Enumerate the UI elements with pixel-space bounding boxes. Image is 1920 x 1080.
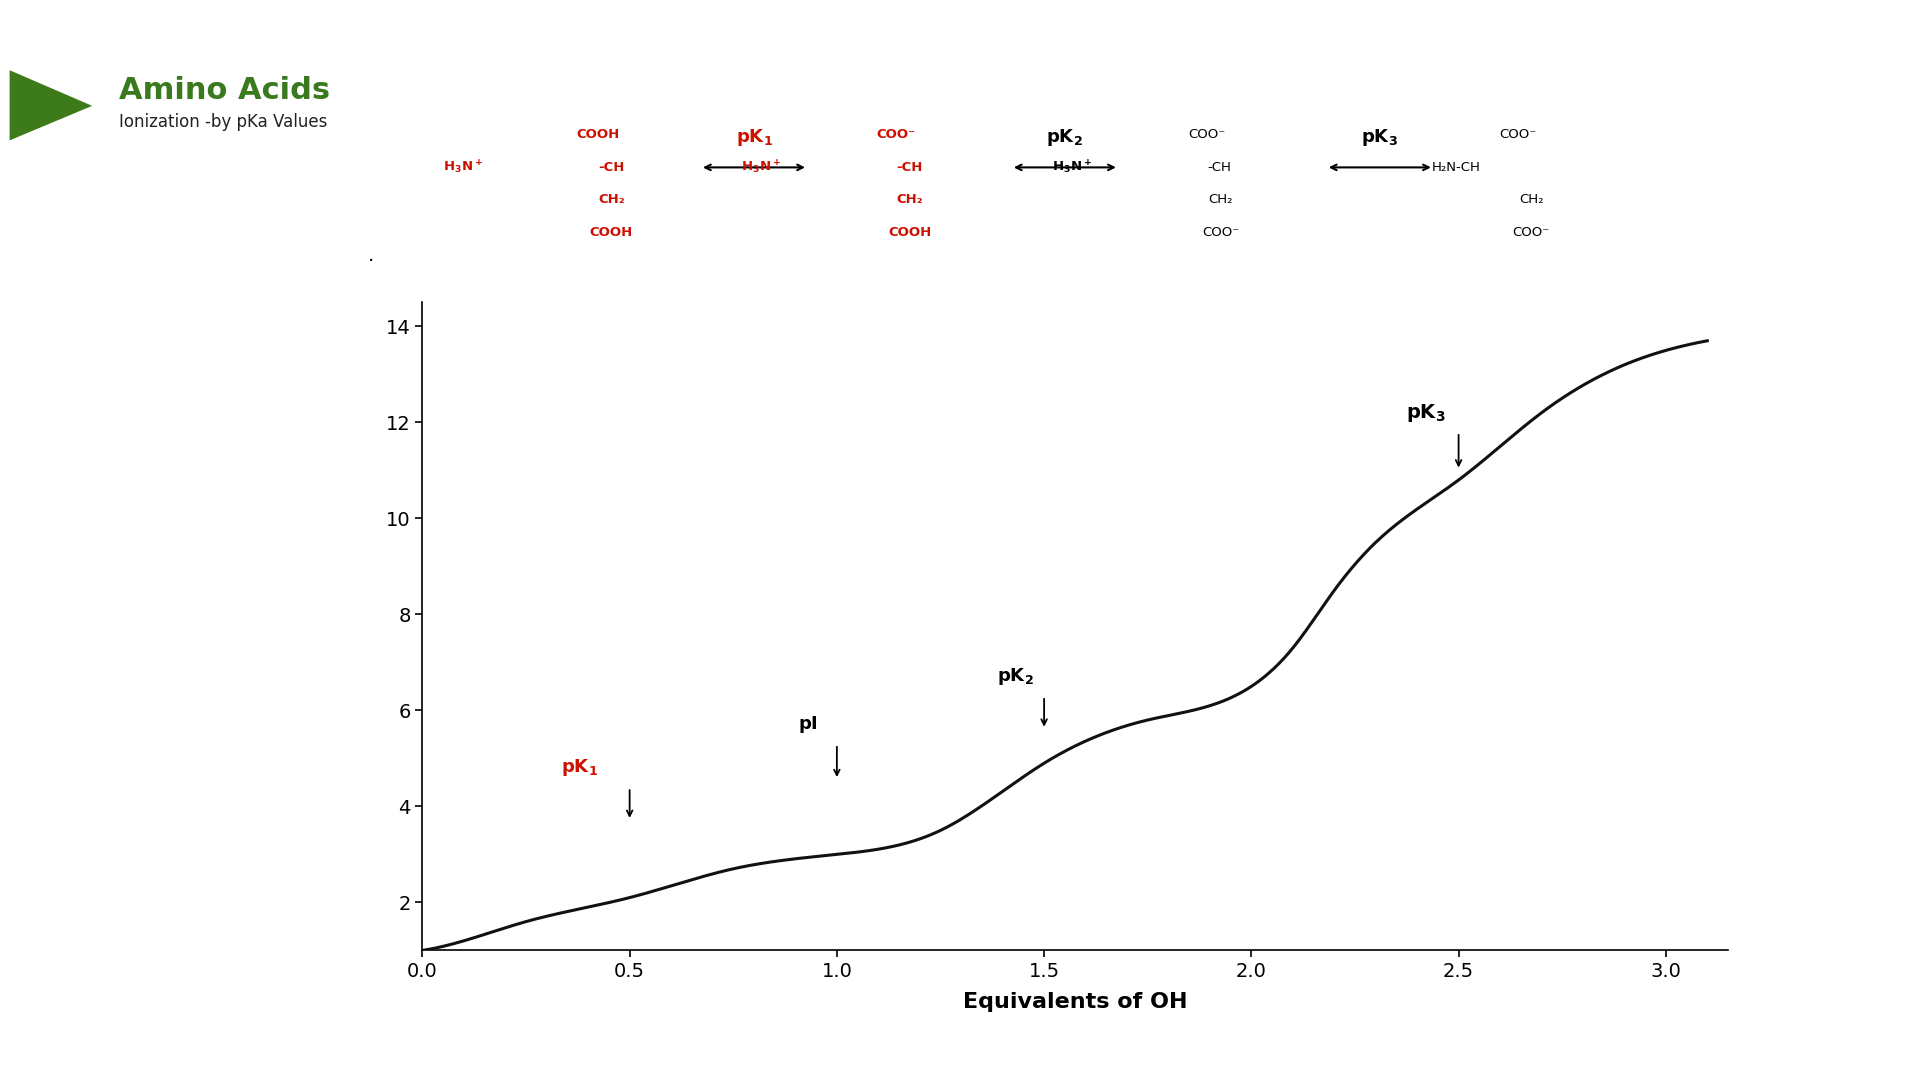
Text: CH₂: CH₂ xyxy=(1208,193,1233,206)
Text: Ionization -by pKa Values: Ionization -by pKa Values xyxy=(119,113,328,132)
Text: $\mathbf{H_3N^+}$: $\mathbf{H_3N^+}$ xyxy=(741,159,781,176)
Text: -CH: -CH xyxy=(897,161,924,174)
Text: $\bf{pK_3}$: $\bf{pK_3}$ xyxy=(1405,402,1446,423)
Text: Amino Acids: Amino Acids xyxy=(119,76,330,105)
Text: COOH: COOH xyxy=(576,129,620,141)
Text: -CH: -CH xyxy=(597,161,624,174)
Text: $\mathbf{pK_2}$: $\mathbf{pK_2}$ xyxy=(1046,126,1083,148)
Text: COO⁻: COO⁻ xyxy=(1513,226,1549,239)
Text: $\bf{pI}$: $\bf{pI}$ xyxy=(799,714,818,735)
Text: COO⁻: COO⁻ xyxy=(1202,226,1238,239)
Text: CH₂: CH₂ xyxy=(897,193,924,206)
X-axis label: Equivalents of OH: Equivalents of OH xyxy=(964,993,1187,1012)
Text: $\bf{pK_1}$: $\bf{pK_1}$ xyxy=(561,757,599,779)
Text: CH₂: CH₂ xyxy=(597,193,624,206)
Text: COO⁻: COO⁻ xyxy=(1188,129,1225,141)
Text: COOH: COOH xyxy=(889,226,931,239)
Text: -CH: -CH xyxy=(1208,161,1231,174)
Text: $\mathbf{pK_3}$: $\mathbf{pK_3}$ xyxy=(1361,126,1398,148)
Text: CH₂: CH₂ xyxy=(1519,193,1544,206)
Text: $\bf{pK_2}$: $\bf{pK_2}$ xyxy=(996,666,1033,687)
Text: $\mathbf{H_3N^+}$: $\mathbf{H_3N^+}$ xyxy=(444,159,482,176)
Text: $\mathbf{H_3N^+}$: $\mathbf{H_3N^+}$ xyxy=(1052,159,1092,176)
Text: COO⁻: COO⁻ xyxy=(1500,129,1536,141)
Text: COO⁻: COO⁻ xyxy=(877,129,916,141)
Text: ·: · xyxy=(367,252,374,271)
Text: H₂N-CH: H₂N-CH xyxy=(1432,161,1480,174)
Text: $\mathbf{pK_1}$: $\mathbf{pK_1}$ xyxy=(735,126,772,148)
Text: COOH: COOH xyxy=(589,226,634,239)
